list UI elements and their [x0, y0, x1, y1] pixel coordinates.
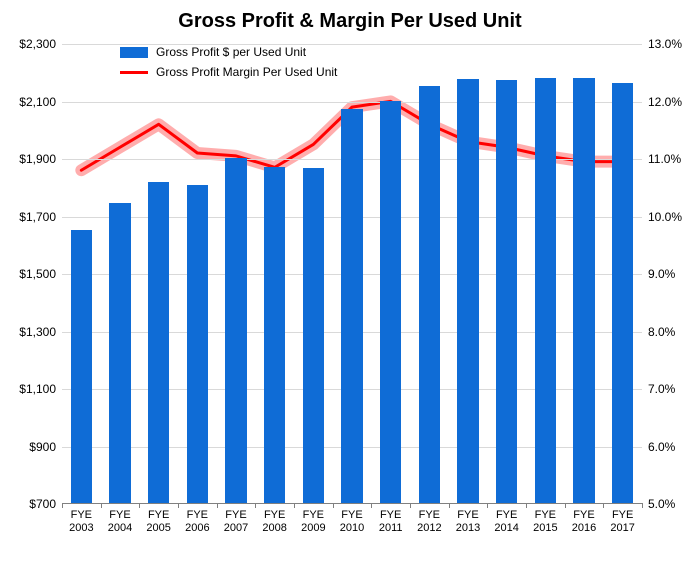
x-tick: [565, 503, 566, 508]
bar: [71, 230, 93, 503]
x-tick: [526, 503, 527, 508]
x-tick: [217, 503, 218, 508]
x-tick: [178, 503, 179, 508]
y-left-tick-label: $1,300: [19, 325, 56, 339]
x-tick-label: FYE2016: [572, 509, 596, 535]
x-tick-label: FYE2004: [108, 509, 132, 535]
gridline: [62, 44, 642, 45]
x-tick: [410, 503, 411, 508]
x-tick: [333, 503, 334, 508]
x-tick: [139, 503, 140, 508]
x-tick-label: FYE2017: [610, 509, 634, 535]
x-tick-label: FYE2006: [185, 509, 209, 535]
x-tick: [294, 503, 295, 508]
y-right-tick-label: 8.0%: [648, 325, 675, 339]
y-right-tick-label: 11.0%: [648, 152, 681, 166]
x-tick: [449, 503, 450, 508]
bar: [225, 158, 247, 503]
y-right-tick-label: 7.0%: [648, 382, 675, 396]
bar: [303, 168, 325, 503]
y-left-tick-label: $1,900: [19, 152, 56, 166]
x-tick: [603, 503, 604, 508]
x-tick-label: FYE2005: [146, 509, 170, 535]
x-tick: [642, 503, 643, 508]
x-tick-label: FYE2013: [456, 509, 480, 535]
y-right-tick-label: 10.0%: [648, 210, 682, 224]
x-tick-label: FYE2014: [494, 509, 518, 535]
bar: [187, 185, 209, 503]
y-left-tick-label: $2,300: [19, 37, 56, 51]
bar: [264, 167, 286, 503]
y-right-tick-label: 13.0%: [648, 37, 682, 51]
x-tick-label: FYE2003: [69, 509, 93, 535]
x-tick-label: FYE2012: [417, 509, 441, 535]
y-left-tick-label: $1,100: [19, 382, 56, 396]
bar: [148, 182, 170, 503]
bar: [573, 78, 595, 504]
y-right-tick-label: 5.0%: [648, 497, 675, 511]
x-tick: [487, 503, 488, 508]
y-left-tick-label: $1,500: [19, 267, 56, 281]
x-tick-label: FYE2015: [533, 509, 557, 535]
x-tick: [255, 503, 256, 508]
bar: [535, 78, 557, 504]
bar: [457, 79, 479, 503]
x-tick: [371, 503, 372, 508]
x-tick-label: FYE2008: [262, 509, 286, 535]
bar: [109, 203, 131, 503]
bar: [612, 83, 634, 503]
bar: [341, 109, 363, 503]
y-left-tick-label: $700: [29, 497, 56, 511]
bar: [419, 86, 441, 503]
chart-title: Gross Profit & Margin Per Used Unit: [0, 10, 700, 33]
y-right-tick-label: 6.0%: [648, 440, 675, 454]
y-left-tick-label: $900: [29, 440, 56, 454]
y-left-tick-label: $2,100: [19, 95, 56, 109]
y-right-tick-label: 12.0%: [648, 95, 682, 109]
x-tick-label: FYE2010: [340, 509, 364, 535]
bar: [496, 80, 518, 503]
x-tick-label: FYE2011: [379, 509, 403, 535]
x-tick: [62, 503, 63, 508]
bar: [380, 101, 402, 504]
y-left-tick-label: $1,700: [19, 210, 56, 224]
x-tick-label: FYE2009: [301, 509, 325, 535]
y-right-tick-label: 9.0%: [648, 267, 675, 281]
x-tick-label: FYE2007: [224, 509, 248, 535]
x-tick: [101, 503, 102, 508]
plot-area: $700$900$1,100$1,300$1,500$1,700$1,900$2…: [62, 44, 642, 504]
